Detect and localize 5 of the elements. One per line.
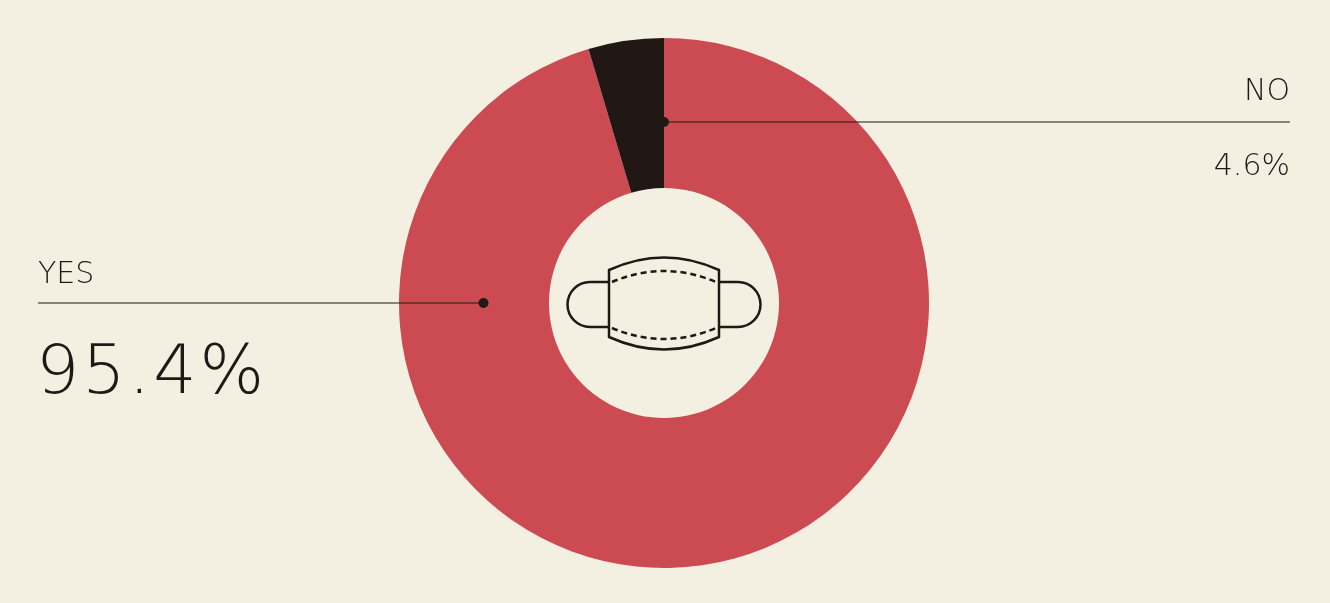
donut-slice [399,38,929,568]
slice-label: NO [1243,72,1290,107]
slice-label: YES [38,255,95,290]
data-label: 4.6% [1213,147,1290,182]
data-label: 95.4% [36,330,268,409]
